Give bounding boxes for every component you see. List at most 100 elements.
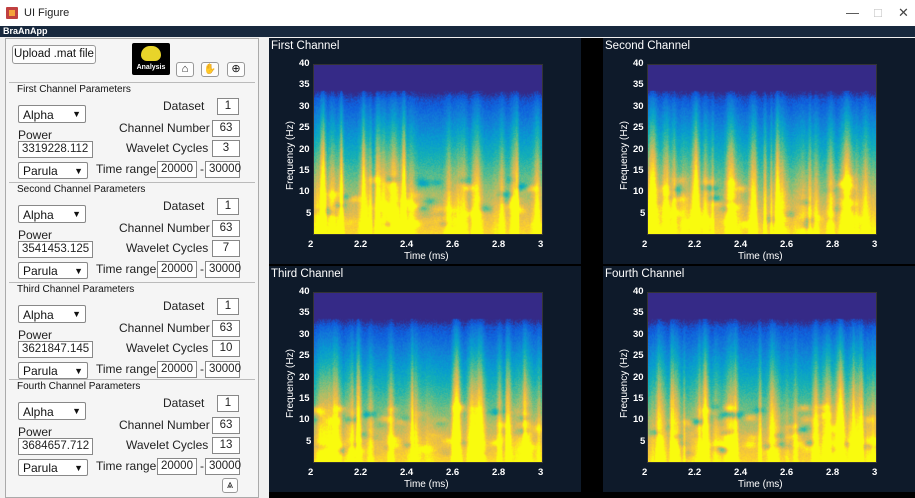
wavelet-cycles-label: Wavelet Cycles [126, 341, 209, 355]
time-end-field[interactable]: 30000 [205, 361, 241, 378]
analysis-label: Analysis [136, 64, 166, 71]
pan-hand-icon[interactable]: ✋ [201, 62, 219, 77]
channel-number-field[interactable]: 63 [212, 417, 240, 434]
y-tick-label: 20 [633, 143, 644, 155]
dropdown-arrow-icon: ▼ [74, 366, 83, 376]
power-field[interactable]: 3319228.112 [18, 141, 93, 158]
channel-number-field[interactable]: 63 [212, 120, 240, 137]
time-start-field[interactable]: 20000 [157, 161, 197, 178]
x-axis-label: Time (ms) [404, 479, 449, 490]
y-tick-label: 20 [299, 143, 310, 155]
minimize-button[interactable]: — [846, 5, 859, 20]
dataset-field[interactable]: 1 [217, 298, 239, 315]
section-title: Third Channel Parameters [17, 284, 135, 295]
power-label: Power [18, 425, 53, 439]
close-button[interactable]: ✕ [898, 5, 909, 20]
y-tick-label: 5 [306, 435, 312, 447]
time-range-label: Time range [96, 362, 157, 376]
x-tick-label: 2 [642, 239, 648, 250]
time-range-label: Time range [96, 262, 157, 276]
x-tick-label: 2.2 [688, 467, 702, 478]
plot-title: Fourth Channel [605, 268, 685, 280]
power-label: Power [18, 228, 53, 242]
spectrogram-image[interactable] [313, 64, 543, 235]
analysis-button[interactable]: Analysis [132, 43, 170, 75]
x-tick-label: 2.6 [780, 467, 794, 478]
band-select[interactable]: Alpha ▼ [18, 205, 86, 223]
y-tick-label: 15 [633, 392, 644, 404]
spectrogram-image[interactable] [647, 64, 877, 235]
channel-number-field[interactable]: 63 [212, 320, 240, 337]
wavelet-cycles-label: Wavelet Cycles [126, 438, 209, 452]
dropdown-arrow-icon: ▼ [74, 266, 83, 276]
y-tick-label: 5 [640, 435, 646, 447]
time-start-field[interactable]: 20000 [157, 261, 197, 278]
y-tick-label: 10 [299, 186, 310, 198]
x-tick-label: 2 [308, 239, 314, 250]
maximize-button[interactable]: □ [874, 5, 882, 20]
brain-icon [141, 46, 161, 61]
upload-mat-button[interactable]: Upload .mat file [12, 45, 96, 64]
wavelet-cycles-field[interactable]: 10 [212, 340, 240, 357]
dataset-field[interactable]: 1 [217, 395, 239, 412]
dropdown-arrow-icon: ▼ [72, 109, 81, 119]
time-end-field[interactable]: 30000 [205, 261, 241, 278]
x-tick-label: 3 [538, 467, 544, 478]
y-tick-label: 30 [299, 100, 310, 112]
wavelet-cycles-field[interactable]: 3 [212, 140, 240, 157]
x-tick-label: 2.2 [354, 239, 368, 250]
x-tick-label: 3 [538, 239, 544, 250]
dropdown-arrow-icon: ▼ [72, 209, 81, 219]
dataset-label: Dataset [163, 396, 205, 410]
spectrogram-plot-4: Fourth Channel 40 35 30 25 20 15 10 5 2 2.2 2.4 2.6… [603, 266, 915, 492]
dropdown-arrow-icon: ▼ [72, 309, 81, 319]
spectrogram-image[interactable] [647, 292, 877, 463]
y-tick-label: 5 [640, 207, 646, 219]
wavelet-cycles-label: Wavelet Cycles [126, 141, 209, 155]
power-field[interactable]: 3541453.125 [18, 241, 93, 258]
power-field[interactable]: 3621847.145 [18, 341, 93, 358]
collapse-chevron-icon[interactable]: ⩓ [222, 478, 238, 493]
y-tick-label: 40 [299, 286, 310, 297]
dataset-field[interactable]: 1 [217, 198, 239, 215]
power-label: Power [18, 328, 53, 342]
x-tick-label: 2.6 [780, 239, 794, 250]
power-field[interactable]: 3684657.712 [18, 438, 93, 455]
wavelet-cycles-field[interactable]: 13 [212, 437, 240, 454]
window-title: UI Figure [24, 7, 70, 19]
home-icon[interactable]: ⌂ [176, 62, 194, 77]
x-axis-label: Time (ms) [404, 251, 449, 262]
x-tick-label: 2.4 [734, 239, 748, 250]
zoom-in-icon[interactable]: ⊕ [227, 62, 245, 77]
wavelet-cycles-label: Wavelet Cycles [126, 241, 209, 255]
colormap-select[interactable]: Parula ▼ [18, 362, 88, 379]
time-start-field[interactable]: 20000 [157, 458, 197, 475]
y-tick-label: 30 [633, 100, 644, 112]
x-tick-label: 2.6 [446, 239, 460, 250]
band-select[interactable]: Alpha ▼ [18, 402, 86, 420]
y-tick-label: 15 [299, 392, 310, 404]
y-tick-label: 5 [306, 207, 312, 219]
channel-number-field[interactable]: 63 [212, 220, 240, 237]
channel-number-label: Channel Number [119, 221, 210, 235]
plot-title: Second Channel [605, 40, 691, 52]
y-tick-label: 10 [633, 186, 644, 198]
y-tick-label: 15 [299, 164, 310, 176]
x-tick-label: 2.8 [826, 467, 840, 478]
colormap-select[interactable]: Parula ▼ [18, 162, 88, 179]
y-tick-label: 10 [299, 414, 310, 426]
time-start-field[interactable]: 20000 [157, 361, 197, 378]
dataset-field[interactable]: 1 [217, 98, 239, 115]
spectrogram-image[interactable] [313, 292, 543, 463]
colormap-select[interactable]: Parula ▼ [18, 262, 88, 279]
time-range-dash: - [200, 162, 204, 176]
band-select[interactable]: Alpha ▼ [18, 305, 86, 323]
wavelet-cycles-field[interactable]: 7 [212, 240, 240, 257]
dropdown-arrow-icon: ▼ [74, 463, 83, 473]
colormap-select[interactable]: Parula ▼ [18, 459, 88, 476]
band-select[interactable]: Alpha ▼ [18, 105, 86, 123]
time-end-field[interactable]: 30000 [205, 161, 241, 178]
section-title: First Channel Parameters [17, 84, 131, 95]
section-title: Second Channel Parameters [17, 184, 146, 195]
time-end-field[interactable]: 30000 [205, 458, 241, 475]
